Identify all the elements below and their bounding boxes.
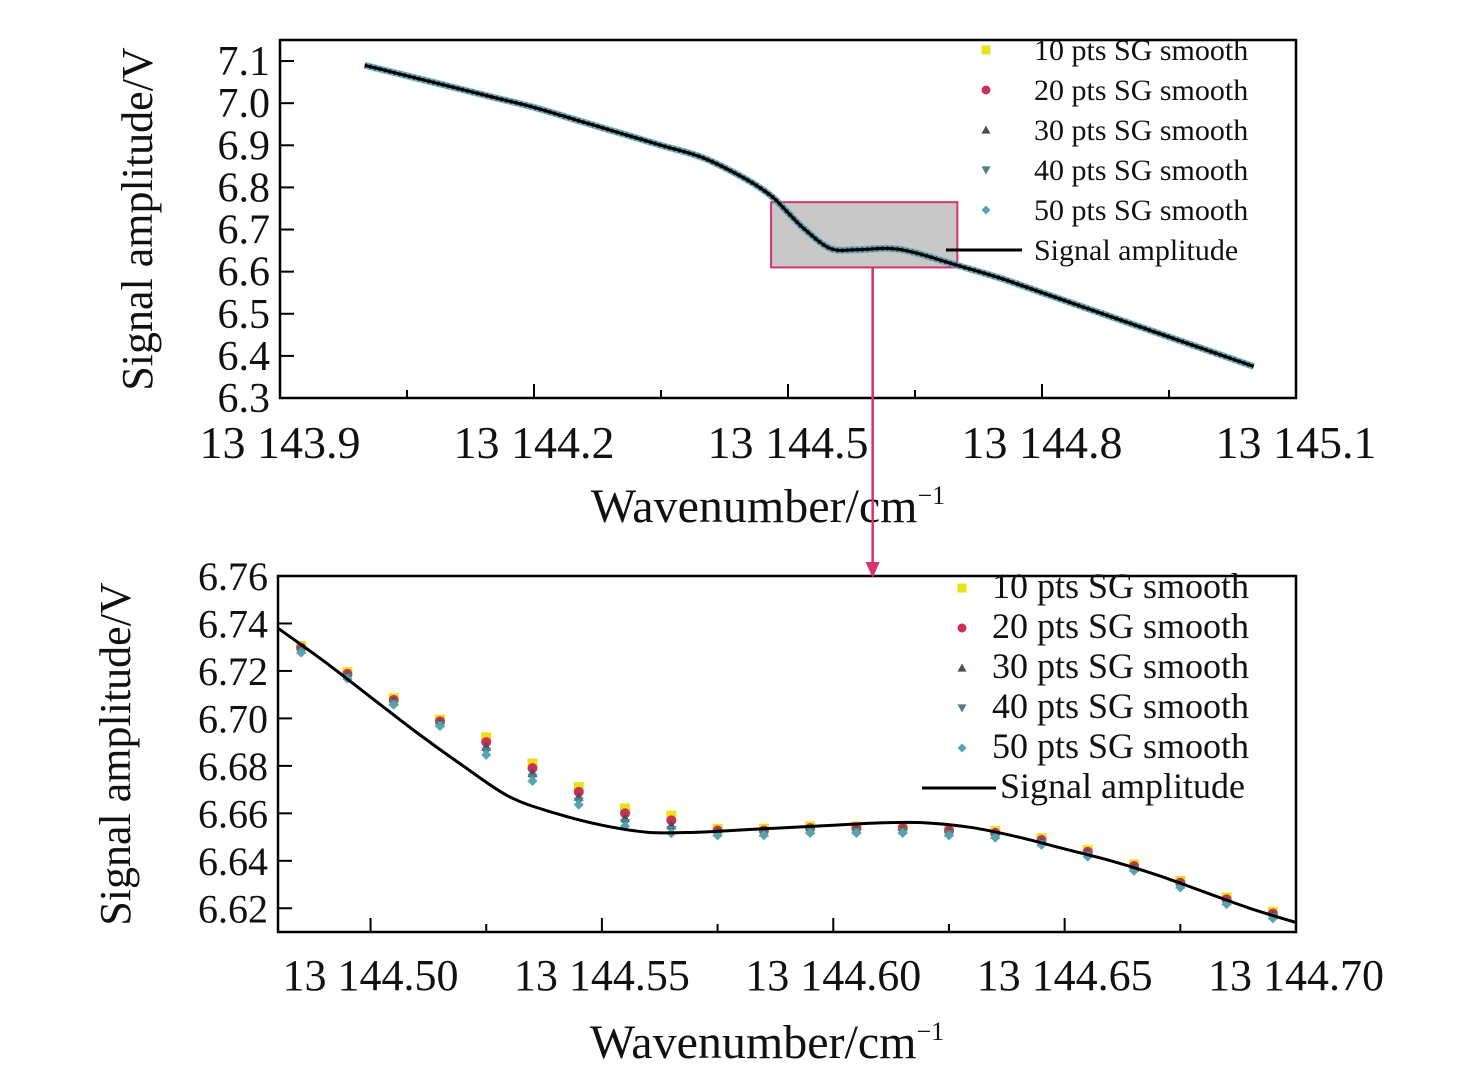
y-tick-label: 6.76 bbox=[198, 554, 268, 599]
x-tick-label: 13 144.55 bbox=[514, 951, 690, 1000]
legend-label: 40 pts SG smooth bbox=[1034, 154, 1248, 187]
legend-label: 10 pts SG smooth bbox=[992, 566, 1249, 606]
signal-amplitude-line bbox=[278, 626, 1296, 924]
y-tick-label: 6.4 bbox=[218, 334, 271, 380]
signal-amplitude-line bbox=[364, 63, 1255, 368]
x-axis-title-superscript: −1 bbox=[917, 1017, 945, 1046]
data-point-diamond bbox=[943, 830, 954, 841]
legend-label: 50 pts SG smooth bbox=[1034, 194, 1248, 227]
legend-label: 30 pts SG smooth bbox=[1034, 114, 1248, 147]
x-tick-label: 13 144.2 bbox=[454, 417, 615, 468]
y-tick-label: 6.64 bbox=[198, 839, 268, 884]
data-point-diamond bbox=[897, 827, 908, 838]
legend-label: Signal amplitude bbox=[1000, 766, 1245, 806]
chart-zoom: 13 144.50 13 144.55 13 144.60 13 144.65 13 1… bbox=[91, 554, 1384, 1069]
data-point-diamond bbox=[758, 830, 769, 841]
x-tick-label: 13 144.50 bbox=[283, 951, 459, 1000]
x-tick-label: 13 144.5 bbox=[708, 417, 869, 468]
legend-marker-triangle-down bbox=[957, 704, 967, 713]
x-tick-label: 13 144.65 bbox=[977, 951, 1153, 1000]
zoom-connector-arrowhead bbox=[865, 562, 880, 578]
y-tick-label: 6.3 bbox=[218, 376, 271, 422]
legend-marker-diamond bbox=[957, 743, 967, 753]
x-tick-label: 13 144.60 bbox=[745, 951, 921, 1000]
legend-label: 50 pts SG smooth bbox=[992, 726, 1249, 766]
chart-overview: 13 143.9 13 144.2 13 144.5 13 144.8 13 145.1… bbox=[113, 34, 1377, 533]
data-point-diamond bbox=[990, 832, 1001, 843]
legend-label: 20 pts SG smooth bbox=[1034, 74, 1248, 107]
y-tick-label: 7.1 bbox=[218, 39, 271, 85]
legend-marker-square bbox=[981, 45, 991, 55]
legend-label: Signal amplitude bbox=[1034, 234, 1238, 267]
legend-marker-square bbox=[957, 583, 967, 593]
legend-marker-triangle-down bbox=[981, 166, 991, 175]
y-tick-label: 6.7 bbox=[218, 208, 271, 254]
x-tick-label: 13 144.70 bbox=[1208, 951, 1384, 1000]
x-tick-label: 13 145.1 bbox=[1216, 417, 1377, 468]
legend-label: 30 pts SG smooth bbox=[992, 646, 1249, 686]
y-tick-label: 6.62 bbox=[198, 886, 268, 931]
data-point-diamond bbox=[296, 647, 307, 658]
legend-marker-circle bbox=[957, 623, 967, 633]
y-tick-label: 6.74 bbox=[198, 601, 268, 646]
legend-label: 40 pts SG smooth bbox=[992, 686, 1249, 726]
y-tick-label: 6.9 bbox=[218, 123, 271, 169]
legend-marker-circle bbox=[981, 85, 991, 95]
legend-marker-triangle-up bbox=[957, 663, 967, 672]
y-tick-label: 6.68 bbox=[198, 744, 268, 789]
y-tick-label: 6.5 bbox=[218, 292, 271, 338]
data-point-diamond bbox=[805, 827, 816, 838]
x-axis-title-superscript: −1 bbox=[918, 481, 946, 510]
y-tick-label: 6.72 bbox=[198, 649, 268, 694]
y-tick-label: 6.66 bbox=[198, 791, 268, 836]
legend-marker-triangle-up bbox=[981, 125, 991, 134]
data-point-diamond bbox=[573, 799, 584, 810]
x-axis-title: Wavenumber/cm−1 bbox=[590, 1016, 944, 1069]
y-axis-title: Signal amplitude/V bbox=[113, 47, 162, 391]
y-tick-label: 6.6 bbox=[218, 250, 271, 296]
x-tick-label: 13 144.8 bbox=[962, 417, 1123, 468]
legend-marker-diamond bbox=[981, 205, 991, 215]
plot-frame bbox=[276, 574, 1298, 934]
data-point-diamond bbox=[481, 749, 492, 760]
data-point-diamond bbox=[388, 699, 399, 710]
y-tick-label: 6.8 bbox=[218, 165, 271, 211]
data-point-diamond bbox=[851, 827, 862, 838]
y-axis-title: Signal amplitude/V bbox=[91, 582, 140, 926]
legend-label: 20 pts SG smooth bbox=[992, 606, 1249, 646]
y-tick-label: 7.0 bbox=[218, 81, 271, 127]
x-axis-title: Wavenumber/cm−1 bbox=[591, 480, 945, 533]
x-tick-label: 13 143.9 bbox=[200, 417, 361, 468]
data-point-diamond bbox=[527, 775, 538, 786]
legend-label: 10 pts SG smooth bbox=[1034, 34, 1248, 67]
y-tick-label: 6.70 bbox=[198, 696, 268, 741]
data-point-diamond bbox=[434, 721, 445, 732]
